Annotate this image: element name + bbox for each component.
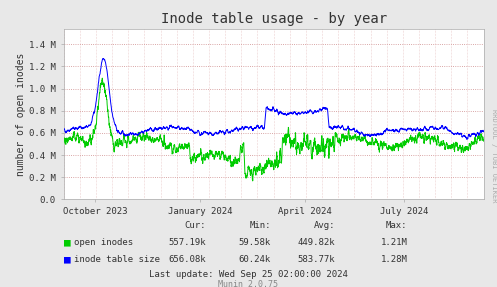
Text: ■: ■: [64, 238, 71, 247]
Text: 60.24k: 60.24k: [239, 255, 271, 264]
Text: 1.28M: 1.28M: [381, 255, 408, 264]
Text: ■: ■: [64, 255, 71, 265]
Text: Last update: Wed Sep 25 02:00:00 2024: Last update: Wed Sep 25 02:00:00 2024: [149, 270, 348, 280]
Text: 583.77k: 583.77k: [298, 255, 335, 264]
Text: 59.58k: 59.58k: [239, 238, 271, 247]
Text: RRDTOOL / TOBI OETIKER: RRDTOOL / TOBI OETIKER: [491, 109, 497, 203]
Text: 557.19k: 557.19k: [168, 238, 206, 247]
Text: Avg:: Avg:: [314, 221, 335, 230]
Text: inode table size: inode table size: [74, 255, 160, 264]
Text: Munin 2.0.75: Munin 2.0.75: [219, 280, 278, 287]
Text: Min:: Min:: [249, 221, 271, 230]
Text: 449.82k: 449.82k: [298, 238, 335, 247]
Text: 656.08k: 656.08k: [168, 255, 206, 264]
Text: open inodes: open inodes: [74, 238, 133, 247]
Text: Max:: Max:: [386, 221, 408, 230]
Title: Inode table usage - by year: Inode table usage - by year: [161, 12, 387, 26]
Text: 1.21M: 1.21M: [381, 238, 408, 247]
Text: Cur:: Cur:: [185, 221, 206, 230]
Y-axis label: number of open inodes: number of open inodes: [16, 53, 26, 176]
